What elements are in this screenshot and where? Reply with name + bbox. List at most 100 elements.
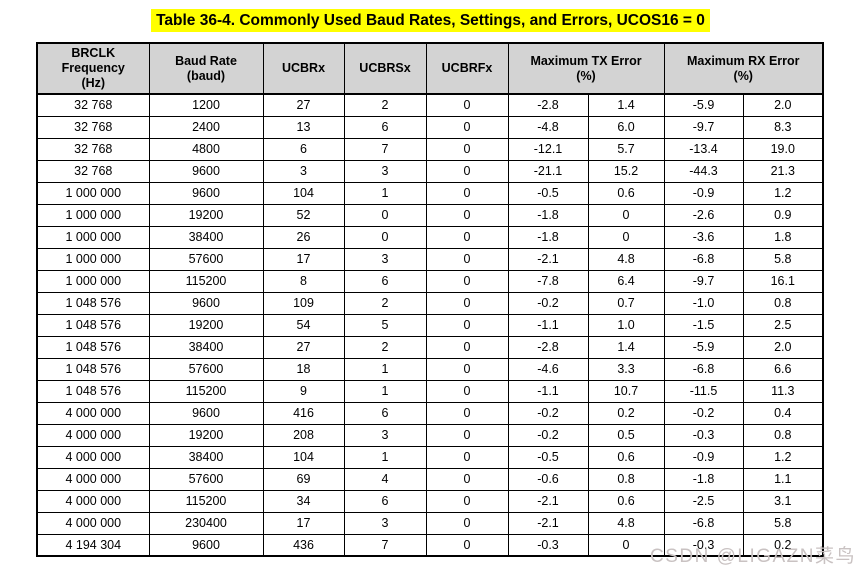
cell-tx-error-pos: 6.4 [587,269,665,293]
cell-ucbrfx: 0 [425,423,509,447]
cell-baud-rate: 1200 [148,93,264,117]
cell-tx-error-pos: 1.0 [587,313,665,337]
table-row: 1 048 576 115200 9 1 0 -1.1 10.7 -11.5 11.3 [36,379,824,403]
cell-rx-error-neg: -11.5 [663,379,744,403]
cell-tx-error-neg: -2.1 [507,489,589,513]
cell-brclk-frequency: 1 000 000 [36,225,150,249]
cell-tx-error-neg: -2.1 [507,511,589,535]
cell-brclk-frequency: 4 000 000 [36,423,150,447]
cell-brclk-frequency: 1 000 000 [36,247,150,271]
cell-ucbrsx: 1 [343,379,427,403]
cell-brclk-frequency: 32 768 [36,137,150,161]
cell-baud-rate: 19200 [148,313,264,337]
table-row: 32 768 1200 27 2 0 -2.8 1.4 -5.9 2.0 [36,93,824,117]
cell-rx-error-neg: -0.3 [663,533,744,557]
cell-ucbrx: 208 [262,423,345,447]
cell-ucbrx: 6 [262,137,345,161]
cell-rx-error-pos: 19.0 [742,137,824,161]
cell-tx-error-neg: -0.6 [507,467,589,491]
cell-rx-error-neg: -5.9 [663,335,744,359]
cell-tx-error-neg: -1.1 [507,379,589,403]
cell-tx-error-pos: 0 [587,533,665,557]
cell-tx-error-neg: -0.5 [507,181,589,205]
cell-tx-error-pos: 10.7 [587,379,665,403]
cell-tx-error-pos: 0.6 [587,445,665,469]
cell-brclk-frequency: 4 000 000 [36,489,150,513]
cell-ucbrsx: 2 [343,335,427,359]
cell-ucbrx: 27 [262,335,345,359]
cell-ucbrfx: 0 [425,93,509,117]
cell-rx-error-pos: 0.2 [742,533,824,557]
cell-ucbrsx: 3 [343,247,427,271]
cell-baud-rate: 115200 [148,379,264,403]
cell-baud-rate: 115200 [148,269,264,293]
cell-tx-error-pos: 0.2 [587,401,665,425]
table-title: Table 36-4. Commonly Used Baud Rates, Se… [151,9,710,32]
cell-rx-error-neg: -0.9 [663,445,744,469]
table-row: 1 048 576 57600 18 1 0 -4.6 3.3 -6.8 6.6 [36,357,824,381]
col-header-baud-rate: Baud Rate (baud) [148,42,264,95]
cell-tx-error-pos: 0.6 [587,489,665,513]
table-row: 1 000 000 38400 26 0 0 -1.8 0 -3.6 1.8 [36,225,824,249]
cell-tx-error-neg: -12.1 [507,137,589,161]
cell-ucbrx: 13 [262,115,345,139]
cell-baud-rate: 9600 [148,181,264,205]
cell-tx-error-neg: -4.8 [507,115,589,139]
cell-ucbrsx: 1 [343,445,427,469]
cell-tx-error-neg: -2.1 [507,247,589,271]
cell-ucbrsx: 6 [343,489,427,513]
cell-tx-error-neg: -2.8 [507,93,589,117]
cell-ucbrx: 104 [262,445,345,469]
cell-ucbrx: 9 [262,379,345,403]
cell-tx-error-neg: -1.8 [507,225,589,249]
cell-ucbrfx: 0 [425,225,509,249]
cell-rx-error-pos: 1.1 [742,467,824,491]
cell-ucbrx: 27 [262,93,345,117]
cell-tx-error-pos: 0.8 [587,467,665,491]
cell-rx-error-neg: -44.3 [663,159,744,183]
table-row: 32 768 4800 6 7 0 -12.1 5.7 -13.4 19.0 [36,137,824,161]
cell-baud-rate: 4800 [148,137,264,161]
cell-brclk-frequency: 32 768 [36,93,150,117]
cell-ucbrfx: 0 [425,159,509,183]
cell-ucbrsx: 1 [343,357,427,381]
cell-tx-error-neg: -0.2 [507,401,589,425]
cell-tx-error-neg: -0.3 [507,533,589,557]
cell-ucbrfx: 0 [425,335,509,359]
cell-ucbrx: 17 [262,247,345,271]
cell-tx-error-neg: -0.2 [507,291,589,315]
cell-rx-error-pos: 0.9 [742,203,824,227]
cell-tx-error-pos: 6.0 [587,115,665,139]
cell-ucbrfx: 0 [425,511,509,535]
cell-ucbrfx: 0 [425,247,509,271]
cell-rx-error-neg: -2.5 [663,489,744,513]
cell-ucbrx: 109 [262,291,345,315]
cell-ucbrx: 416 [262,401,345,425]
table-header: BRCLK Frequency (Hz) Baud Rate (baud) UC… [36,42,824,95]
cell-ucbrsx: 4 [343,467,427,491]
cell-baud-rate: 19200 [148,203,264,227]
cell-ucbrfx: 0 [425,269,509,293]
col-header-max-tx-error: Maximum TX Error (%) [507,42,665,95]
cell-ucbrx: 8 [262,269,345,293]
col-header-ucbrfx: UCBRFx [425,42,509,95]
col-header-max-rx-error: Maximum RX Error (%) [663,42,824,95]
cell-brclk-frequency: 1 048 576 [36,313,150,337]
cell-ucbrx: 54 [262,313,345,337]
cell-rx-error-neg: -1.0 [663,291,744,315]
table-row: 1 048 576 9600 109 2 0 -0.2 0.7 -1.0 0.8 [36,291,824,315]
table-row: 4 000 000 230400 17 3 0 -2.1 4.8 -6.8 5.8 [36,511,824,535]
cell-tx-error-pos: 0.7 [587,291,665,315]
cell-brclk-frequency: 4 000 000 [36,467,150,491]
cell-baud-rate: 9600 [148,291,264,315]
cell-rx-error-pos: 2.0 [742,93,824,117]
cell-ucbrfx: 0 [425,313,509,337]
cell-brclk-frequency: 4 000 000 [36,511,150,535]
table-row: 4 000 000 38400 104 1 0 -0.5 0.6 -0.9 1.2 [36,445,824,469]
cell-tx-error-neg: -0.2 [507,423,589,447]
cell-ucbrsx: 1 [343,181,427,205]
cell-rx-error-pos: 1.8 [742,225,824,249]
cell-ucbrfx: 0 [425,533,509,557]
cell-tx-error-pos: 3.3 [587,357,665,381]
col-header-brclk-frequency: BRCLK Frequency (Hz) [36,42,150,95]
